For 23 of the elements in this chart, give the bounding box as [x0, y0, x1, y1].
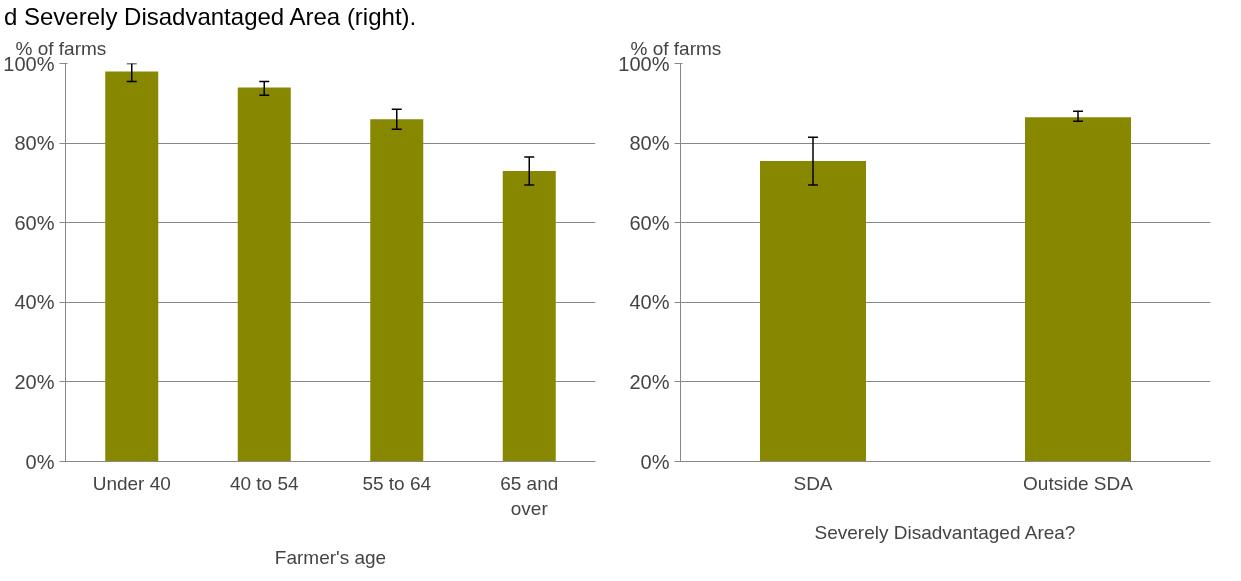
x-tick-label: 65 and over	[500, 472, 559, 519]
bar	[502, 170, 556, 462]
x-axis-title: Severely Disadvantaged Area?	[814, 521, 1076, 543]
y-tick-label: 40%	[629, 291, 670, 314]
y-tick-label: 20%	[14, 370, 55, 393]
x-axis-title: Farmer's age	[274, 546, 387, 568]
x-tick-label: SDA	[793, 472, 833, 494]
x-tick-label: 40 to 54	[229, 472, 300, 494]
y-tick-label: 80%	[14, 132, 55, 155]
text: d Severely Disadvantaged Area (right).	[4, 2, 417, 32]
y-tick-label: 60%	[629, 211, 670, 234]
x-tick-label: Outside SDA	[1023, 472, 1134, 494]
x-tick-label: Under 40	[92, 472, 171, 494]
bar	[237, 87, 291, 462]
x-tick-label: 55 to 64	[362, 472, 432, 494]
y-tick-label: 40%	[14, 291, 55, 314]
y-tick-label: 20%	[629, 370, 670, 393]
bar	[105, 71, 159, 462]
y-tick-label: 60%	[14, 211, 55, 234]
y-tick-label: 0%	[640, 450, 670, 473]
bar	[370, 119, 424, 462]
y-tick-label: 80%	[629, 132, 670, 155]
y-tick-label: 0%	[25, 450, 55, 473]
